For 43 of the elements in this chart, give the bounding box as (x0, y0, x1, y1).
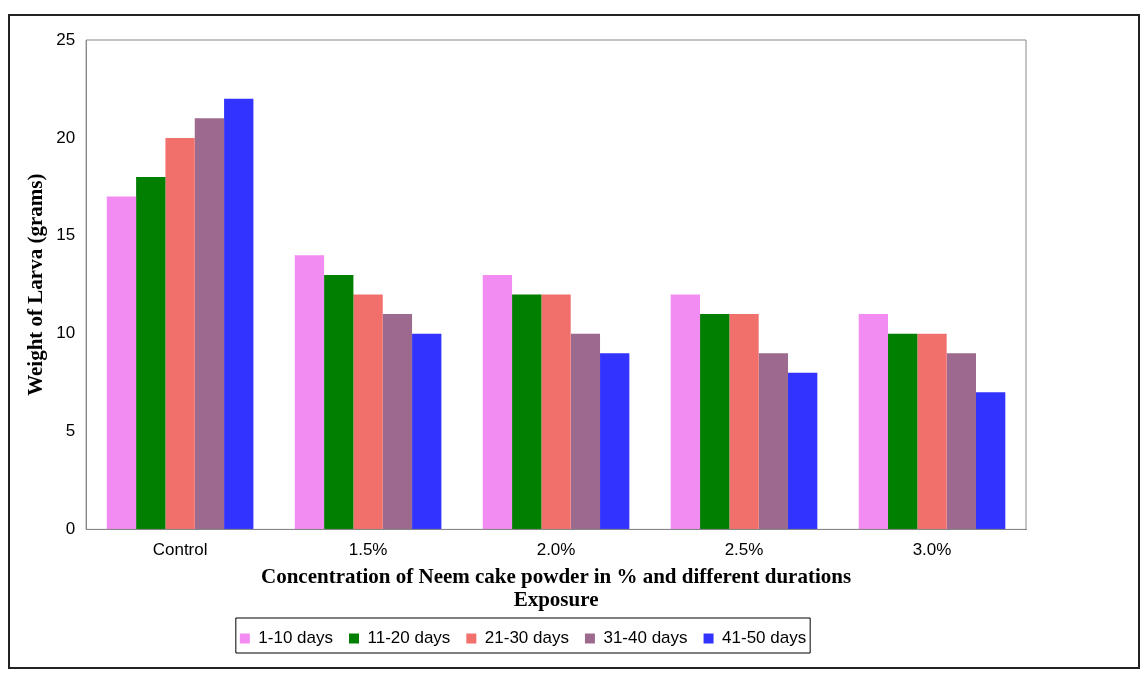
bar (482, 274, 513, 530)
bar (670, 294, 701, 530)
legend-label: 41-50 days (722, 628, 807, 648)
bar (165, 137, 195, 530)
bar (194, 118, 225, 530)
bar (788, 372, 818, 530)
x-tick-label: 2.0% (536, 540, 576, 560)
bar (600, 353, 630, 530)
x-tick-label: 2.5% (724, 540, 764, 560)
y-axis-title: Weight of Larva (grams) (23, 173, 48, 396)
legend-label: 31-40 days (603, 628, 688, 648)
bar (700, 314, 730, 530)
bar (224, 98, 254, 530)
bar (917, 333, 947, 530)
bar (106, 196, 137, 530)
bar (758, 353, 789, 530)
bar (294, 255, 325, 530)
y-tick-label: 20 (56, 127, 76, 147)
x-tick-label: 1.5% (348, 540, 388, 560)
y-tick-label: 5 (65, 421, 76, 441)
bar (729, 314, 759, 530)
y-tick-label: 10 (56, 323, 76, 343)
legend-label: 11-20 days (367, 628, 451, 648)
bar (888, 333, 918, 530)
bar (570, 333, 601, 530)
bar (541, 294, 571, 530)
y-tick-label: 15 (56, 225, 76, 245)
legend-label: 1-10 days (258, 628, 333, 648)
bar (324, 274, 354, 530)
x-tick-label: 3.0% (912, 540, 952, 560)
bar (353, 294, 383, 530)
y-tick-label: 0 (65, 519, 76, 539)
bar (412, 333, 442, 530)
x-axis-title: Concentration of Neem cake powder in % and different durations Exposure (260, 563, 852, 611)
legend-label: 21-30 days (484, 628, 569, 648)
x-tick-label: Control (152, 540, 208, 560)
bar (946, 353, 976, 530)
bar (136, 177, 166, 530)
bar (382, 314, 413, 530)
y-tick-label: 25 (56, 29, 76, 49)
bar (512, 294, 542, 530)
bar (858, 314, 889, 530)
bar (976, 392, 1006, 530)
